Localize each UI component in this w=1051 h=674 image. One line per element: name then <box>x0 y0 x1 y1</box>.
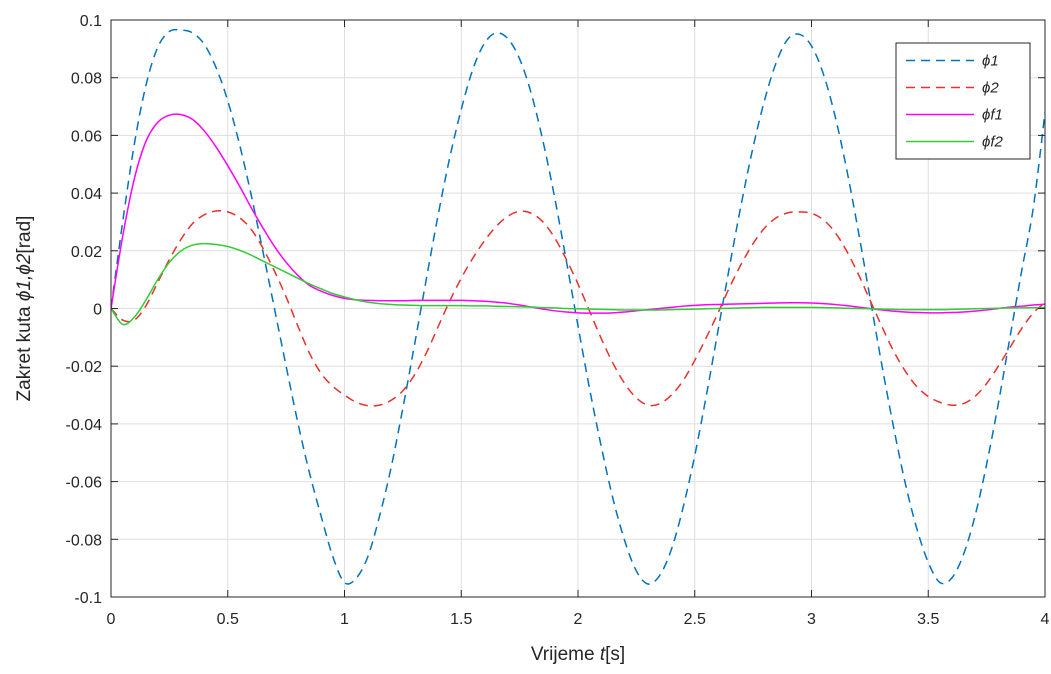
x-axis-label: Vrijeme t[s] <box>531 644 625 665</box>
x-tick-label: 3.5 <box>917 611 939 628</box>
y-tick-label: -0.02 <box>66 359 103 376</box>
series-line-4 <box>111 242 1045 326</box>
series-line-3 <box>111 113 1045 314</box>
x-axis-label-suffix: [s] <box>605 644 625 665</box>
x-tick-labels: 0 0.5 1 1.5 2 2.5 3 3.5 4 <box>107 611 1050 628</box>
y-tick-label: -0.08 <box>66 532 103 549</box>
y-tick-label: 0.08 <box>71 71 102 88</box>
grid-lines <box>110 19 1046 598</box>
y-axis-label-prefix: Zakret kuta <box>14 301 35 401</box>
legend-label-2: ϕ2 <box>982 80 999 97</box>
series-group <box>111 28 1045 585</box>
x-tick-label: 0.5 <box>217 611 239 628</box>
x-tick-label: 4 <box>1041 611 1050 628</box>
x-tick-label: 3 <box>807 611 816 628</box>
legend-label-3: ϕf1 <box>982 107 1003 124</box>
series-line-1 <box>111 28 1045 585</box>
y-tick-labels: -0.1 -0.08 -0.06 -0.04 -0.02 0 0.02 0.04 0.06 0.0… <box>66 13 103 607</box>
y-tick-label: -0.1 <box>74 590 102 607</box>
y-axis-label-variable: ϕ1,ϕ2 <box>14 253 35 301</box>
legend-label-4: ϕf2 <box>982 134 1004 151</box>
x-axis-label-prefix: Vrijeme <box>531 644 600 665</box>
y-axis-label: Zakret kuta ϕ1,ϕ2[rad] <box>14 216 35 402</box>
x-axis-label-variable: t <box>600 644 606 665</box>
y-tick-label: 0.04 <box>71 186 102 203</box>
y-tick-label: 0.06 <box>71 128 102 145</box>
x-tick-label: 2.5 <box>684 611 706 628</box>
series-line-2 <box>111 210 1045 407</box>
y-axis-label-suffix: [rad] <box>14 216 35 254</box>
legend: ϕ1 ϕ2 ϕf1 ϕf2 <box>895 42 1031 160</box>
x-tick-label: 1.5 <box>450 611 472 628</box>
legend-label-1: ϕ1 <box>982 53 999 70</box>
axis-ticks <box>110 19 1046 598</box>
x-tick-label: 1 <box>340 611 349 628</box>
x-tick-label: 0 <box>107 611 116 628</box>
y-tick-label: -0.04 <box>66 417 103 434</box>
y-tick-label: 0 <box>93 302 102 319</box>
y-tick-label: 0.1 <box>80 13 102 30</box>
x-tick-label: 2 <box>574 611 583 628</box>
y-tick-label: -0.06 <box>66 475 103 492</box>
y-tick-label: 0.02 <box>71 244 102 261</box>
legend-box <box>895 42 1031 160</box>
